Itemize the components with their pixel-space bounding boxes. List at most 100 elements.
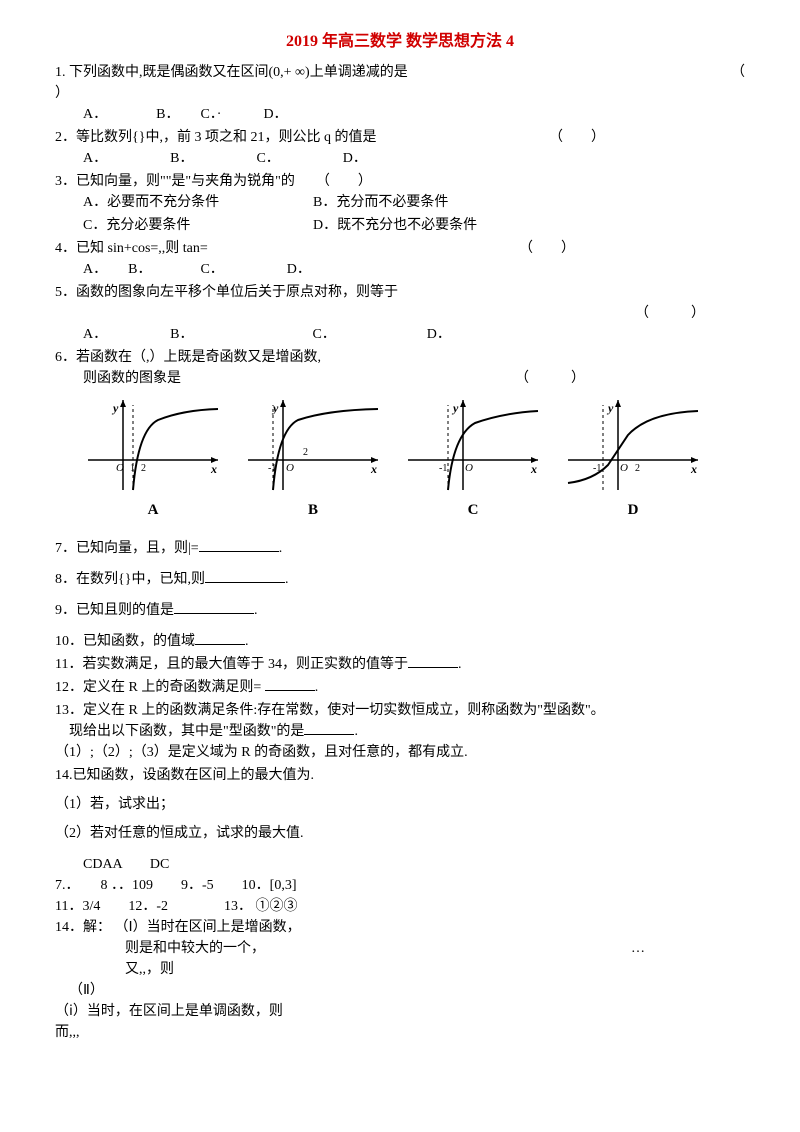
- q3-text: 3．已知向量，则""是"与夹角为锐角"的 （ ）: [55, 171, 745, 192]
- q3-options-row2: C．充分必要条件 D．既不充分也不必要条件: [55, 215, 745, 236]
- ans-line1: CDAA DC: [55, 854, 745, 875]
- q11-text: 11．若实数满足，且的最大值等于 34，则正实数的值等于: [55, 657, 408, 672]
- q4: 4．已知 sin+cos=,,则 tan= （ ） A． B． C． D．: [55, 238, 745, 280]
- q7-blank: [199, 538, 279, 552]
- q9-suffix: .: [254, 603, 258, 618]
- q13-text: 13．定义在 R 上的函数满足条件:存在常数，使对一切实数恒成立，则称函数为"型…: [55, 700, 745, 721]
- graph-c: O -1 x y C: [403, 395, 543, 522]
- q6-text2: 则函数的图象是: [83, 368, 515, 389]
- svg-text:x: x: [210, 462, 217, 476]
- svg-text:x: x: [690, 462, 697, 476]
- graph-row: O 1 2 y x A O -1 2 y x B: [83, 395, 745, 522]
- svg-text:x: x: [370, 462, 377, 476]
- q2-paren: （ ）: [549, 127, 605, 148]
- q3: 3．已知向量，则""是"与夹角为锐角"的 （ ） A．必要而不充分条件 B．充分…: [55, 171, 745, 236]
- page-title: 2019 年高三数学 数学思想方法 4: [55, 30, 745, 54]
- svg-text:-1: -1: [268, 463, 276, 474]
- graph-c-label: C: [403, 499, 543, 522]
- q5-paren: （ ）: [635, 306, 705, 321]
- q10: 10．已知函数，的值域.: [55, 631, 745, 652]
- title-text: 2019 年高三数学 数学思想方法 4: [286, 33, 514, 50]
- q3-opt-a: A．必要而不充分条件: [83, 192, 313, 213]
- q3-opt-b: B．充分而不必要条件: [313, 192, 448, 213]
- q8-suffix: .: [285, 572, 289, 587]
- svg-text:O: O: [620, 462, 628, 474]
- q1: 1. 下列函数中,既是偶函数又在区间(0,+ ∞)上单调递减的是 （ ） A． …: [55, 62, 745, 125]
- ans-line3: 11．3/4 12．-2 13． ①②③: [55, 896, 745, 917]
- q8: 8．在数列{}中，已知,则.: [55, 569, 745, 590]
- svg-text:y: y: [111, 401, 119, 415]
- q1-paren-close: ）: [55, 86, 69, 101]
- q6: 6．若函数在（,）上既是奇函数又是增函数, 则函数的图象是 （ ）: [55, 347, 745, 389]
- q3-opt-d: D．既不充分也不必要条件: [313, 215, 477, 236]
- q11: 11．若实数满足，且的最大值等于 34，则正实数的值等于.: [55, 654, 745, 675]
- ans-dots: …: [631, 938, 645, 959]
- q6-paren: （ ）: [515, 368, 585, 389]
- graph-b: O -1 2 y x B: [243, 395, 383, 522]
- ans-line5: 则是和中较大的一个，: [125, 938, 631, 959]
- q1-paren-open: （: [731, 62, 745, 83]
- svg-text:O: O: [116, 462, 124, 474]
- q12-blank: [265, 677, 315, 691]
- svg-text:y: y: [606, 401, 614, 415]
- q10-text: 10．已知函数，的值域: [55, 634, 195, 649]
- q7: 7．已知向量，且，则|=.: [55, 538, 745, 559]
- q9: 9．已知且则的值是.: [55, 600, 745, 621]
- q10-suffix: .: [245, 634, 249, 649]
- svg-text:2: 2: [141, 463, 146, 474]
- svg-text:x: x: [530, 462, 537, 476]
- q5: 5．函数的图象向左平移个单位后关于原点对称，则等于 （ ） A． B． C． D…: [55, 282, 745, 345]
- svg-text:-1: -1: [593, 463, 601, 474]
- graph-d: O -1 2 x y D: [563, 395, 703, 522]
- q13-suffix: .: [354, 724, 358, 739]
- q14-p1: （1）若，试求出；: [55, 794, 745, 815]
- ans-line9: 而,,,: [55, 1022, 745, 1043]
- q1-options: A． B． C．· D．: [55, 104, 745, 125]
- graph-a-label: A: [83, 499, 223, 522]
- ans-line6: 又,,，则: [55, 959, 745, 980]
- q12-suffix: .: [315, 680, 319, 695]
- q3-options-row1: A．必要而不充分条件 B．充分而不必要条件: [55, 192, 745, 213]
- q12: 12．定义在 R 上的奇函数满足则= .: [55, 677, 745, 698]
- q4-text: 4．已知 sin+cos=,,则 tan=: [55, 238, 519, 259]
- q4-paren: （ ）: [519, 238, 575, 259]
- ans-line2: 7.． 8 ．．109 9．-5 10．[0,3]: [55, 875, 745, 896]
- q2: 2．等比数列{}中,，前 3 项之和 21，则公比 q 的值是 （ ） A． B…: [55, 127, 745, 169]
- q14-p2: （2）若对任意的恒成立，试求的最大值.: [55, 823, 745, 844]
- svg-text:2: 2: [635, 463, 640, 474]
- q2-options: A． B． C． D．: [55, 148, 745, 169]
- q3-opt-c: C．充分必要条件: [83, 215, 313, 236]
- q9-blank: [174, 600, 254, 614]
- q5-options: A． B． C． D．: [55, 324, 745, 345]
- ans-line7: （Ⅱ）: [55, 980, 745, 1001]
- svg-text:1: 1: [130, 463, 135, 474]
- q7-text: 7．已知向量，且，则|=: [55, 541, 199, 556]
- answers: CDAA DC 7.． 8 ．．109 9．-5 10．[0,3] 11．3/4…: [55, 854, 745, 1043]
- graph-d-label: D: [563, 499, 703, 522]
- svg-text:O: O: [286, 462, 294, 474]
- q8-blank: [205, 569, 285, 583]
- q5-text: 5．函数的图象向左平移个单位后关于原点对称，则等于: [55, 282, 745, 303]
- svg-text:2: 2: [303, 447, 308, 458]
- svg-text:O: O: [465, 462, 473, 474]
- q13-text2: 现给出以下函数，其中是"型函数"的是: [69, 724, 304, 739]
- q14-text: 14.已知函数，设函数在区间上的最大值为.: [55, 765, 745, 786]
- ans-line8: （ⅰ）当时，在区间上是单调函数，则: [55, 1001, 745, 1022]
- q13-blank: [304, 721, 354, 735]
- q10-blank: [195, 631, 245, 645]
- q6-text: 6．若函数在（,）上既是奇函数又是增函数,: [55, 347, 745, 368]
- svg-text:-1: -1: [439, 463, 447, 474]
- q12-text: 12．定义在 R 上的奇函数满足则=: [55, 680, 265, 695]
- q13: 13．定义在 R 上的函数满足条件:存在常数，使对一切实数恒成立，则称函数为"型…: [55, 700, 745, 763]
- q4-options: A． B． C． D．: [55, 259, 745, 280]
- q9-text: 9．已知且则的值是: [55, 603, 174, 618]
- q11-suffix: .: [458, 657, 462, 672]
- graph-a: O 1 2 y x A: [83, 395, 223, 522]
- graph-b-label: B: [243, 499, 383, 522]
- q14: 14.已知函数，设函数在区间上的最大值为. （1）若，试求出； （2）若对任意的…: [55, 765, 745, 844]
- q8-text: 8．在数列{}中，已知,则: [55, 572, 205, 587]
- q11-blank: [408, 654, 458, 668]
- svg-text:y: y: [451, 401, 459, 415]
- q7-suffix: .: [279, 541, 283, 556]
- svg-text:y: y: [271, 401, 279, 415]
